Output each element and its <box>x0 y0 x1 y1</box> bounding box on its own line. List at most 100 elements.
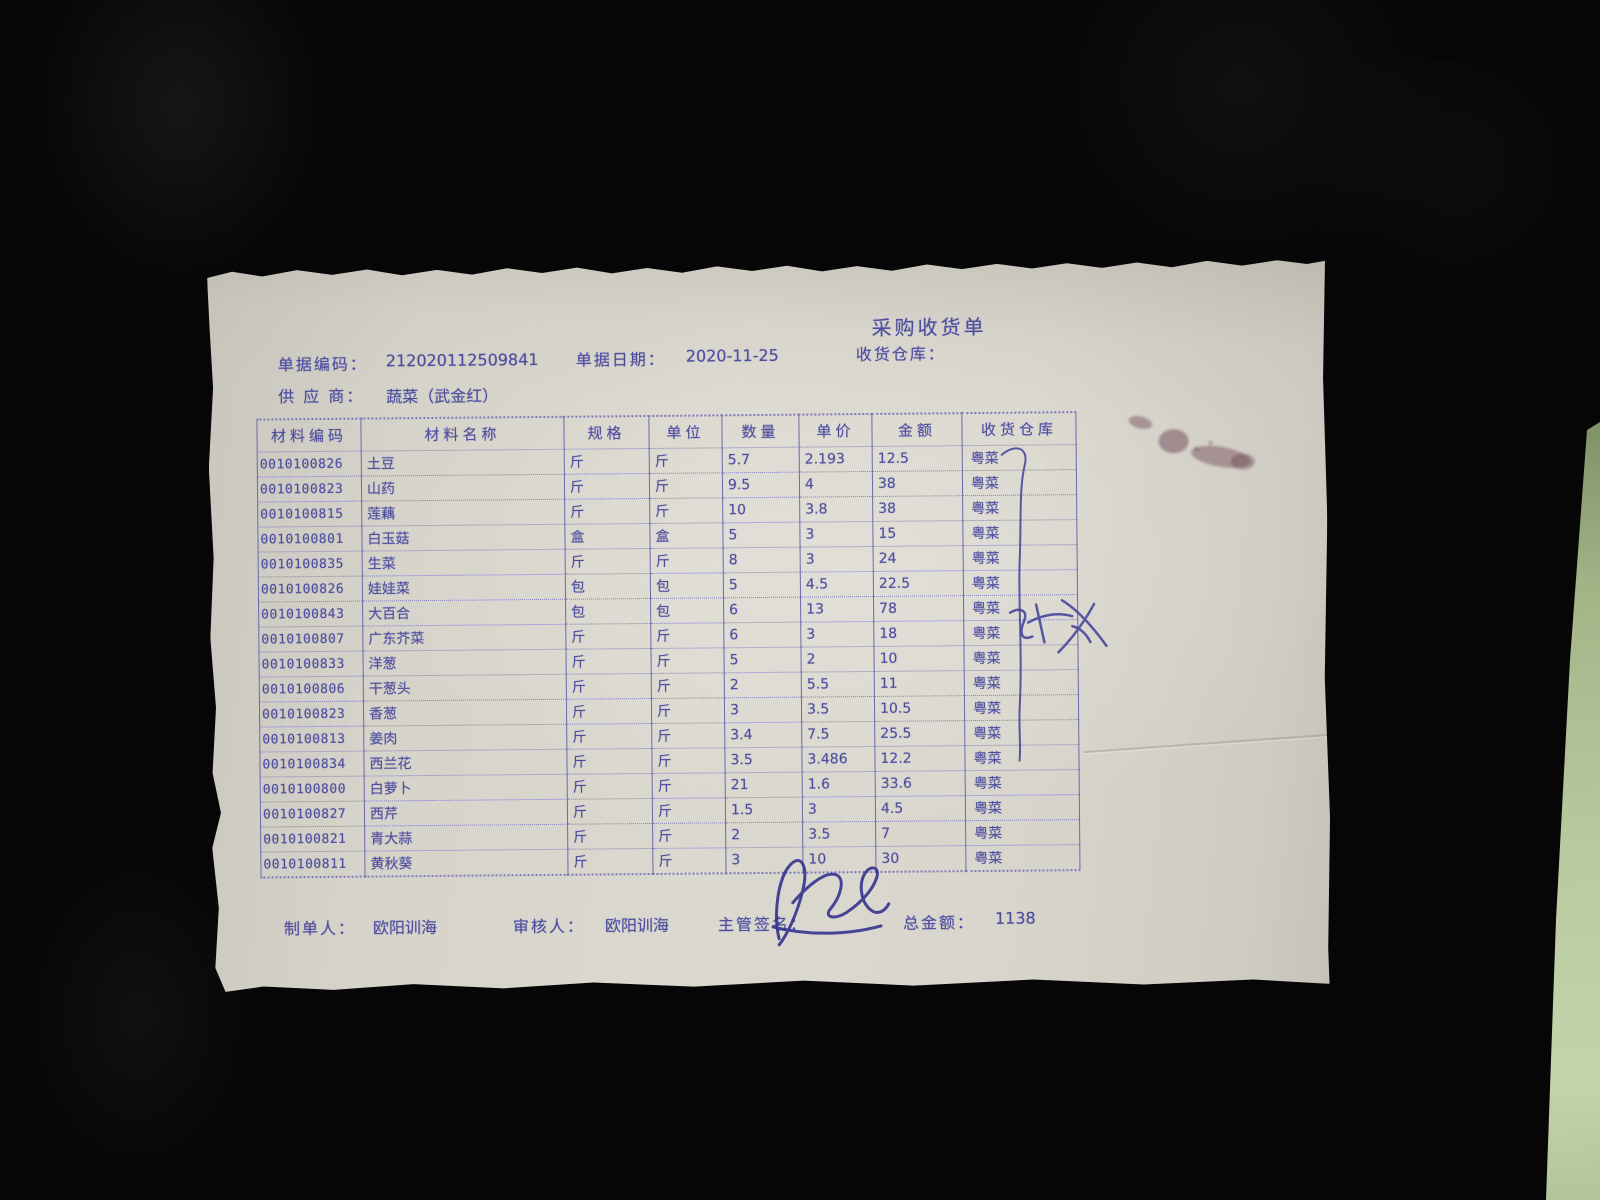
table-cell: 斤 <box>653 823 726 849</box>
table-cell: 0010100834 <box>260 751 364 777</box>
table-cell: 5.7 <box>722 447 799 473</box>
table-cell: 3.4 <box>725 722 802 748</box>
table-cell: 1.6 <box>802 771 875 797</box>
table-cell: 粤菜 <box>963 520 1077 546</box>
table-cell: 包 <box>651 598 724 624</box>
col-amount: 金额 <box>872 413 962 446</box>
table-cell: 斤 <box>653 848 726 874</box>
table-cell: 斤 <box>566 648 651 674</box>
table-cell: 斤 <box>650 548 723 574</box>
table-cell: 0010100835 <box>258 551 362 577</box>
table-cell: 10.5 <box>874 696 964 722</box>
table-cell: 斤 <box>651 673 724 699</box>
table-cell: 娃娃菜 <box>362 574 565 601</box>
table-cell: 2 <box>726 822 803 848</box>
table-cell: 0010100823 <box>257 476 361 502</box>
table-cell: 2 <box>801 646 874 672</box>
table-cell: 5 <box>724 647 801 673</box>
table-cell: 莲藕 <box>362 499 565 526</box>
table-cell: 10 <box>723 497 800 523</box>
table-cell: 3.5 <box>725 747 802 773</box>
table-cell: 0010100823 <box>259 701 363 727</box>
table-cell: 7.5 <box>802 721 875 747</box>
table-cell: 包 <box>650 573 723 599</box>
table-cell: 22.5 <box>873 571 963 597</box>
table-cell: 斤 <box>567 798 652 824</box>
table-cell: 生菜 <box>362 549 565 576</box>
table-cell: 广东芥菜 <box>363 624 566 651</box>
doc-date-label: 单据日期： <box>575 349 666 370</box>
table-cell: 5 <box>723 522 800 548</box>
table-cell: 斤 <box>568 823 653 849</box>
table-cell: 姜肉 <box>364 724 567 751</box>
table-cell: 3 <box>726 847 803 873</box>
table-cell: 斤 <box>651 623 724 649</box>
paper-crease <box>1083 735 1329 754</box>
col-recv-warehouse: 收货仓库 <box>962 412 1076 446</box>
table-cell: 9.5 <box>722 472 799 498</box>
table-cell: 3 <box>801 621 874 647</box>
table-cell: 粤菜 <box>962 470 1076 496</box>
table-cell: 21 <box>725 772 802 798</box>
table-cell: 青大蒜 <box>365 824 568 851</box>
table-cell: 4 <box>799 471 872 497</box>
table-cell: 包 <box>566 598 651 624</box>
table-cell: 3 <box>724 697 801 723</box>
table-body: 0010100826 土豆斤斤 5.7 2.193 12.5 粤菜 0010100823 山药… <box>257 445 1080 878</box>
table-cell: 15 <box>873 521 963 547</box>
table-cell: 粤菜 <box>963 545 1077 571</box>
table-cell: 黄秋葵 <box>365 849 568 876</box>
maker-label: 制单人： <box>283 918 357 939</box>
table-cell: 7 <box>876 821 966 847</box>
table-cell: 斤 <box>649 448 722 474</box>
table-cell: 2.193 <box>799 446 872 472</box>
table-cell: 西兰花 <box>364 749 567 776</box>
table-cell: 0010100813 <box>260 726 364 752</box>
table-cell: 粤菜 <box>966 820 1080 846</box>
table-cell: 24 <box>873 546 963 572</box>
table-cell: 斤 <box>566 673 651 699</box>
table-cell: 斤 <box>568 848 653 874</box>
table-cell: 斤 <box>565 498 650 524</box>
table-cell: 30 <box>876 846 966 872</box>
maker-value: 欧阳训海 <box>372 917 438 938</box>
table-cell: 粤菜 <box>964 670 1078 696</box>
table-cell: 0010100821 <box>261 826 365 852</box>
table-cell: 粤菜 <box>964 645 1078 671</box>
table-cell: 0010100826 <box>257 451 361 477</box>
document-title: 采购收货单 <box>871 314 987 340</box>
items-table: 材料编码 材料名称 规格 单位 数量 单价 金额 收货仓库 0010100826… <box>256 411 1080 878</box>
col-unit: 单位 <box>649 415 722 448</box>
table-cell: 0010100800 <box>260 776 364 802</box>
stain-mark <box>1127 413 1255 473</box>
table-cell: 斤 <box>566 623 651 649</box>
table-cell: 斤 <box>567 773 652 799</box>
table-cell: 12.2 <box>875 746 965 772</box>
table-cell: 斤 <box>567 723 652 749</box>
table-cell: 33.6 <box>875 771 965 797</box>
table-cell: 粤菜 <box>964 620 1078 646</box>
col-material-code: 材料编码 <box>257 419 361 452</box>
reviewer-label: 审核人： <box>512 916 586 937</box>
supplier-value: 蔬菜（武金红） <box>386 386 499 407</box>
table-cell: 3.5 <box>803 821 876 847</box>
table-cell: 洋葱 <box>363 649 566 676</box>
table-cell: 粤菜 <box>965 795 1079 821</box>
table-cell: 0010100811 <box>261 851 365 877</box>
table-cell: 11 <box>874 671 964 697</box>
table-cell: 0010100801 <box>258 526 362 552</box>
table-cell: 大百合 <box>363 599 566 626</box>
table-cell: 盒 <box>565 523 650 549</box>
table-cell: 0010100833 <box>259 651 363 677</box>
table-cell: 粤菜 <box>962 445 1076 471</box>
warehouse-label: 收货仓库： <box>855 344 946 365</box>
col-quantity: 数量 <box>722 415 799 448</box>
table-cell: 5.5 <box>801 671 874 697</box>
table-cell: 18 <box>874 621 964 647</box>
table-cell: 3.8 <box>800 496 873 522</box>
supplier-label: 供 应 商： <box>278 386 365 407</box>
table-cell: 包 <box>565 573 650 599</box>
table-cell: 0010100826 <box>258 576 362 602</box>
table-cell: 6 <box>724 597 801 623</box>
